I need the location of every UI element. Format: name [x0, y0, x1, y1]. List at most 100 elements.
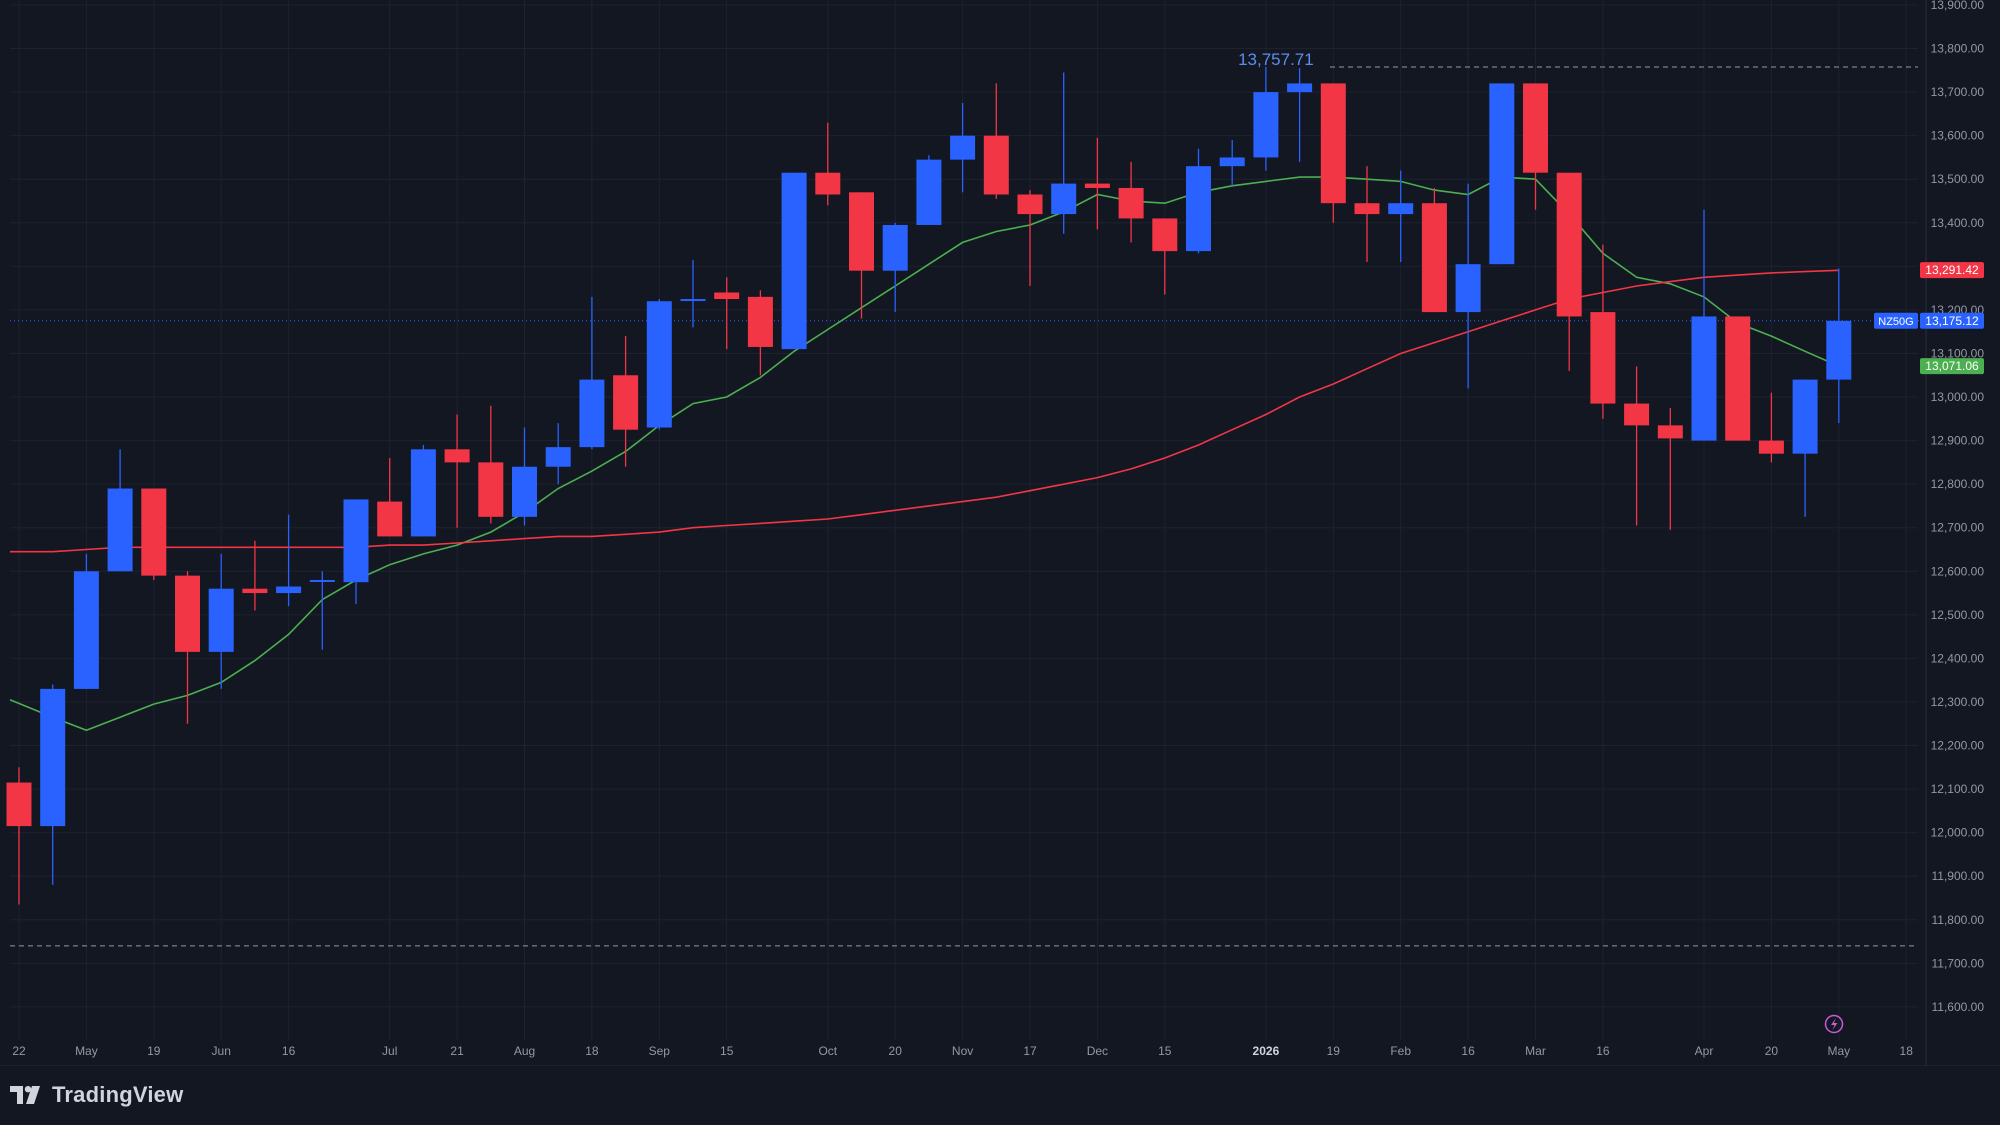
- candle-up: [410, 444, 436, 537]
- candle-down: [478, 405, 504, 524]
- candle-body: [1118, 187, 1144, 219]
- candlestick-chart[interactable]: 13,757.71 11,600.0011,700.0011,800.0011,…: [0, 0, 2000, 1066]
- price-axis[interactable]: 11,600.00 11,700.00 11,800.00 11,900.00 12,0…: [1925, 0, 1985, 1066]
- price-axis-tick-label: 13,000.00: [1931, 390, 1985, 404]
- symbol-badge-label: NZ50G: [1878, 316, 1913, 328]
- candle-down: [1624, 366, 1650, 526]
- price-axis-badge: 13,071.06: [1920, 358, 1984, 375]
- candle-up: [1792, 379, 1818, 517]
- candle-body: [444, 449, 470, 463]
- candle-body: [1725, 316, 1751, 441]
- candle-body: [512, 466, 537, 517]
- price-badge-background: [1920, 358, 1984, 375]
- candle-body: [1287, 83, 1313, 93]
- time-axis-tick-label: 22: [12, 1044, 26, 1058]
- candle-body: [309, 579, 335, 582]
- candle-up: [208, 553, 234, 689]
- time-axis-tick-label: 20: [889, 1044, 903, 1058]
- candle-body: [1657, 425, 1683, 439]
- candle-body: [950, 135, 976, 160]
- price-axis-badge: 13,175.12 NZ50G: [1874, 312, 1984, 329]
- candle-down: [1421, 187, 1447, 313]
- candle-body: [6, 782, 32, 827]
- price-axis-tick-label: 12,100.00: [1931, 782, 1985, 796]
- candle-up: [545, 423, 571, 485]
- candle-body: [1017, 194, 1043, 215]
- candle-body: [478, 462, 504, 517]
- time-axis-tick-label: 16: [1461, 1044, 1475, 1058]
- candle-body: [377, 501, 403, 537]
- candle-body: [73, 571, 99, 689]
- candle-down: [1590, 244, 1616, 419]
- candle-down: [6, 767, 32, 905]
- candle-body: [747, 296, 773, 347]
- price-axis-tick-label: 12,600.00: [1931, 564, 1985, 578]
- candle-down: [1725, 316, 1751, 441]
- candle-up: [1219, 140, 1245, 186]
- candle-body: [343, 499, 369, 583]
- price-axis-tick-label: 12,000.00: [1931, 826, 1985, 840]
- time-axis-tick-label: Oct: [818, 1044, 837, 1058]
- candle-up: [1455, 183, 1481, 389]
- candle-body: [680, 299, 706, 302]
- candle-body: [208, 588, 234, 652]
- price-axis-tick-label: 13,800.00: [1931, 42, 1985, 56]
- time-axis-tick-label: Jul: [382, 1044, 397, 1058]
- candle-body: [276, 586, 302, 594]
- price-axis-tick-label: 12,300.00: [1931, 695, 1985, 709]
- candle-up: [309, 571, 335, 650]
- candles: [6, 66, 1852, 905]
- candle-up: [107, 449, 133, 572]
- lightning-icon-glyph: [1831, 1018, 1838, 1030]
- candle-up: [73, 553, 99, 689]
- time-axis-tick-label: Nov: [952, 1044, 973, 1058]
- candle-body: [141, 488, 167, 576]
- candle-up: [781, 172, 807, 350]
- time-axis-tick-label: 20: [1765, 1044, 1779, 1058]
- candle-down: [815, 122, 841, 206]
- time-axis-tick-label: 19: [1327, 1044, 1341, 1058]
- candle-up: [882, 222, 908, 313]
- price-badge-background: [1920, 262, 1984, 279]
- price-badge-background: [1920, 312, 1984, 329]
- candle-up: [1691, 209, 1717, 441]
- candle-up: [40, 684, 66, 885]
- price-axis-tick-label: 12,500.00: [1931, 608, 1985, 622]
- candle-body: [1152, 218, 1178, 252]
- time-axis[interactable]: 22 May 19 Jun 16 Jul 21 Aug 18 Sep 15 Oct 20 Nov 17 Dec…: [0, 1044, 2000, 1066]
- price-axis-tick-label: 13,400.00: [1931, 216, 1985, 230]
- candle-down: [1152, 218, 1178, 295]
- time-axis-tick-label: Aug: [514, 1044, 535, 1058]
- candle-body: [1186, 166, 1211, 252]
- candle-body: [1691, 316, 1717, 441]
- candle-down: [1657, 407, 1683, 530]
- candle-body: [1320, 83, 1346, 204]
- candle-up: [680, 259, 706, 328]
- price-axis-tick-label: 12,200.00: [1931, 739, 1985, 753]
- candle-body: [882, 224, 908, 271]
- candle-up: [1253, 66, 1279, 171]
- candle-body: [107, 488, 133, 572]
- candle-down: [983, 83, 1009, 199]
- footer-bar: [0, 1066, 2000, 1125]
- candle-body: [849, 192, 874, 271]
- price-labels: 13,291.42 13,175.12 NZ50G 13,071.06: [1874, 262, 1984, 375]
- candle-body: [1388, 203, 1414, 215]
- tradingview-logo[interactable]: TradingView: [10, 1081, 183, 1109]
- candle-body: [175, 575, 200, 652]
- candle-up: [276, 514, 302, 607]
- candle-body: [1758, 440, 1784, 454]
- candle-body: [613, 375, 639, 430]
- candle-body: [40, 688, 66, 827]
- time-axis-tick-label: Mar: [1525, 1044, 1546, 1058]
- candle-body: [1421, 203, 1447, 313]
- candle-body: [1489, 83, 1515, 265]
- candle-down: [613, 336, 639, 467]
- candle-down: [175, 571, 200, 724]
- candle-down: [1354, 166, 1380, 263]
- time-axis-tick-label: Dec: [1087, 1044, 1108, 1058]
- lightning-icon[interactable]: [1824, 1014, 1844, 1034]
- time-axis-tick-label: 15: [1158, 1044, 1172, 1058]
- price-badge-value: 13,291.42: [1925, 263, 1979, 277]
